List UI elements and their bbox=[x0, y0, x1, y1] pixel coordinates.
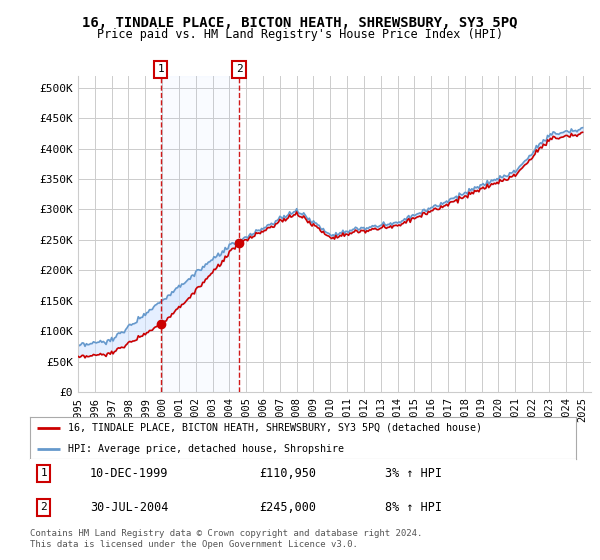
Text: £110,950: £110,950 bbox=[259, 467, 316, 480]
Text: Contains HM Land Registry data © Crown copyright and database right 2024.
This d: Contains HM Land Registry data © Crown c… bbox=[30, 529, 422, 549]
Text: 30-JUL-2004: 30-JUL-2004 bbox=[90, 501, 169, 514]
Text: 16, TINDALE PLACE, BICTON HEATH, SHREWSBURY, SY3 5PQ: 16, TINDALE PLACE, BICTON HEATH, SHREWSB… bbox=[82, 16, 518, 30]
Text: 2: 2 bbox=[236, 64, 242, 74]
Text: 10-DEC-1999: 10-DEC-1999 bbox=[90, 467, 169, 480]
Text: Price paid vs. HM Land Registry's House Price Index (HPI): Price paid vs. HM Land Registry's House … bbox=[97, 28, 503, 41]
Text: 16, TINDALE PLACE, BICTON HEATH, SHREWSBURY, SY3 5PQ (detached house): 16, TINDALE PLACE, BICTON HEATH, SHREWSB… bbox=[68, 423, 482, 433]
Text: 1: 1 bbox=[40, 468, 47, 478]
Text: 8% ↑ HPI: 8% ↑ HPI bbox=[385, 501, 442, 514]
Text: HPI: Average price, detached house, Shropshire: HPI: Average price, detached house, Shro… bbox=[68, 444, 344, 454]
Text: 1: 1 bbox=[157, 64, 164, 74]
Text: 2: 2 bbox=[40, 502, 47, 512]
Bar bbox=[161, 76, 239, 392]
Text: 3% ↑ HPI: 3% ↑ HPI bbox=[385, 467, 442, 480]
Text: £245,000: £245,000 bbox=[259, 501, 316, 514]
